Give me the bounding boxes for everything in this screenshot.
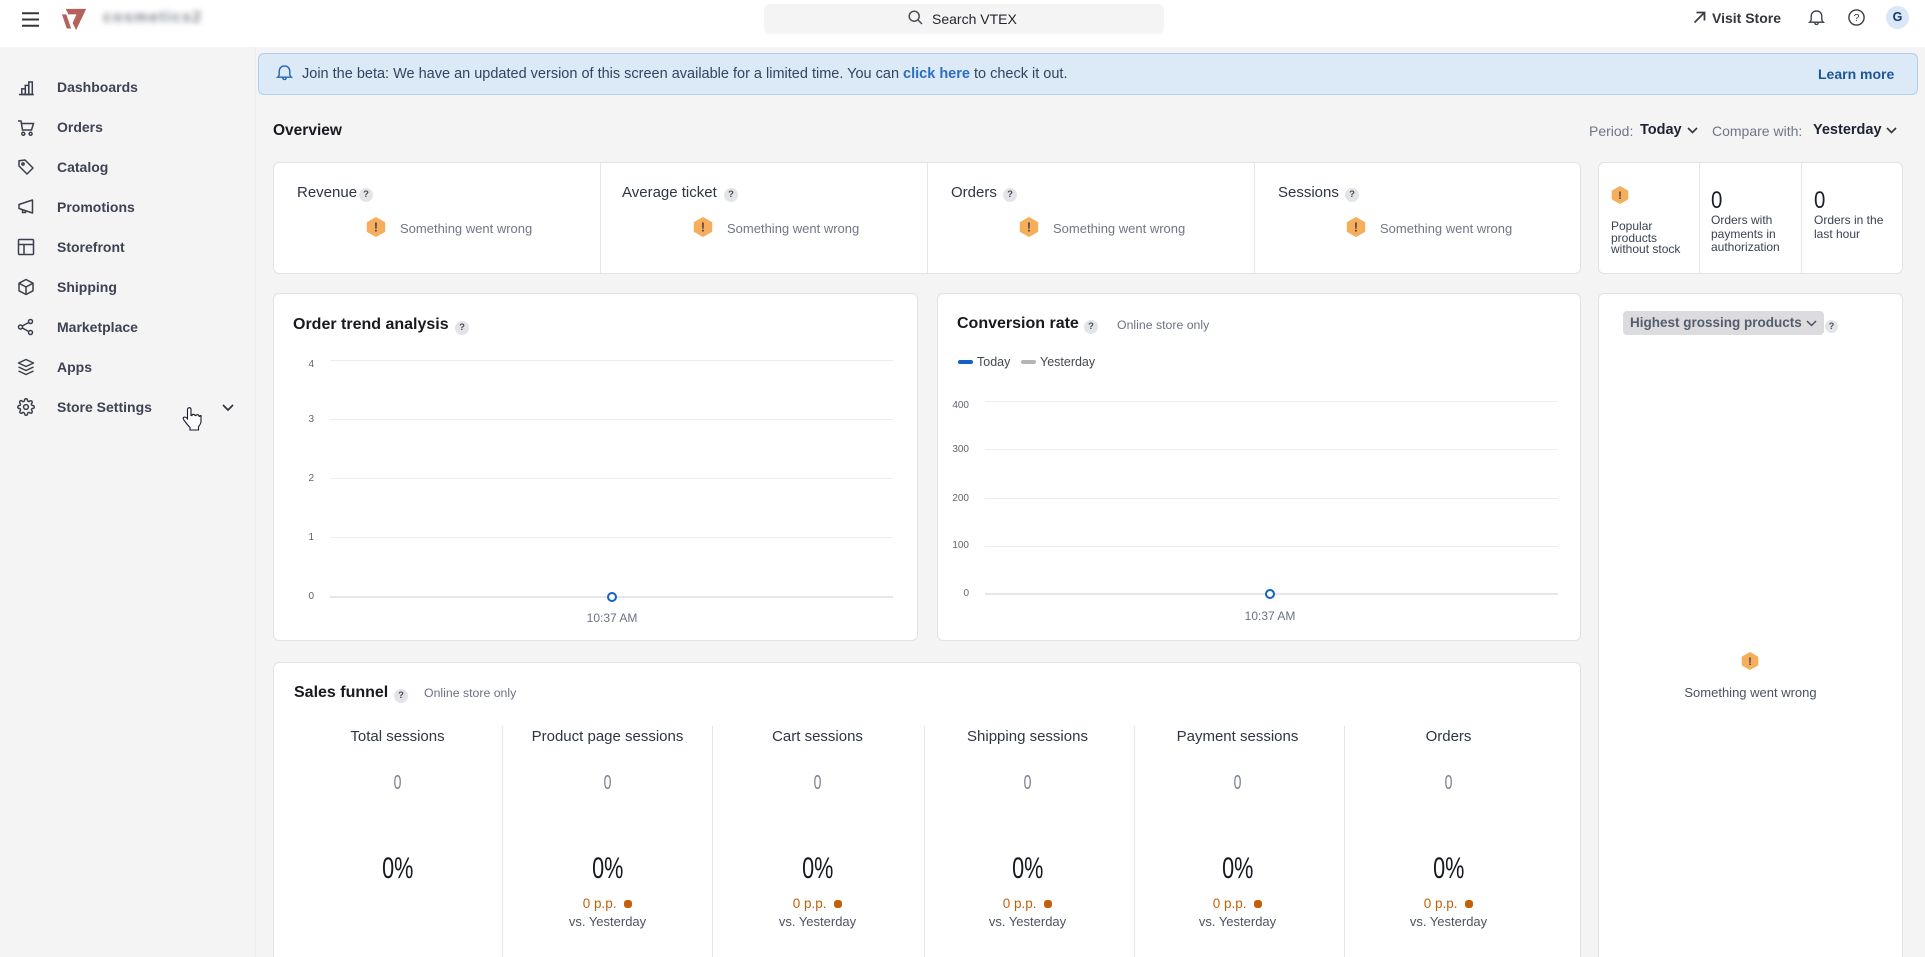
svg-text:!: !	[1027, 220, 1031, 234]
svg-text:!: !	[1748, 656, 1752, 668]
svg-text:?: ?	[1854, 12, 1860, 24]
svg-text:!: !	[1618, 190, 1622, 202]
svg-text:!: !	[1354, 220, 1358, 234]
svg-text:!: !	[374, 220, 378, 234]
svg-text:!: !	[701, 220, 705, 234]
